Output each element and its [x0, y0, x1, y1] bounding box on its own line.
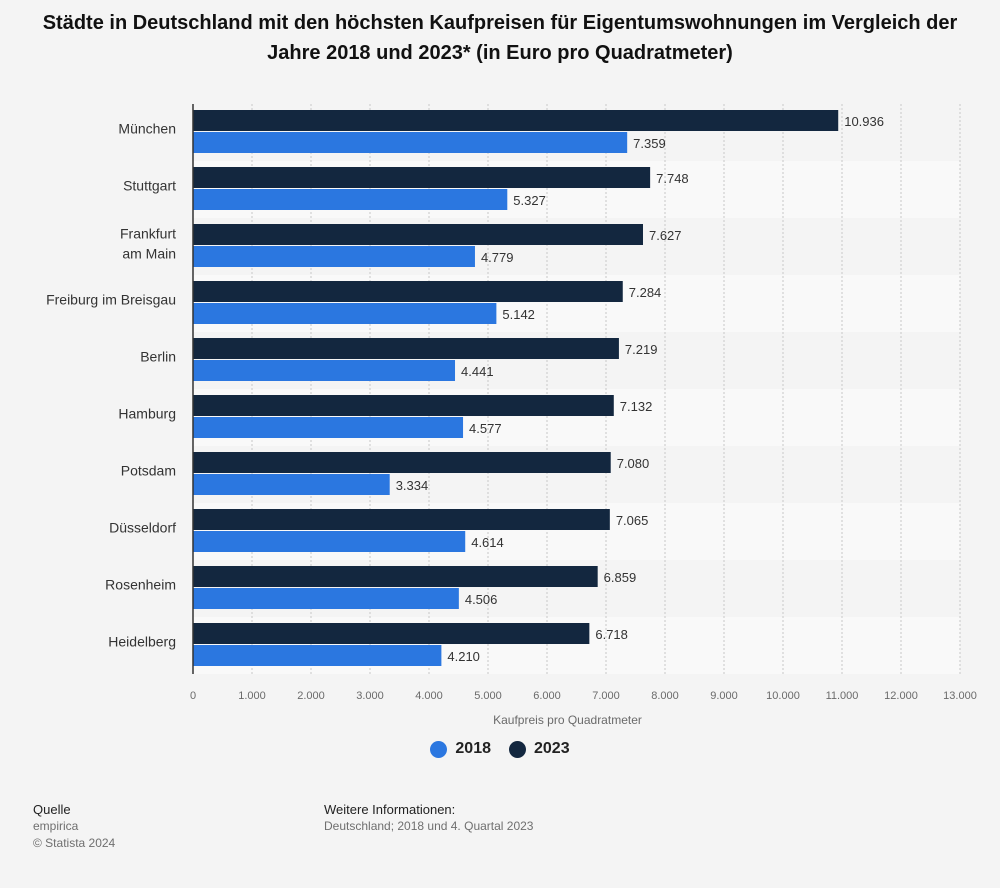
data-label-2023: 6.718	[595, 627, 628, 642]
data-label-2018: 4.506	[465, 592, 498, 607]
bar-2018	[193, 474, 390, 495]
data-label-2018: 3.334	[396, 478, 429, 493]
data-label-2023: 7.284	[629, 285, 662, 300]
legend: 2018 2023	[0, 740, 1000, 758]
category-label: Rosenheim	[105, 577, 176, 593]
data-label-2023: 7.080	[617, 456, 650, 471]
category-label: am Main	[122, 246, 176, 262]
bar-2023	[193, 509, 610, 530]
bar-2018	[193, 360, 456, 381]
category-label: Heidelberg	[108, 634, 176, 650]
bar-2023	[193, 224, 643, 245]
bar-chart: 0 1.000 2.000 3.000 4.000 5.000 6.000 7.000 8.00…	[46, 104, 977, 727]
x-tick-label: 6.000	[533, 690, 561, 702]
data-label-2023: 7.065	[616, 513, 649, 528]
category-label: Freiburg im Breisgau	[46, 292, 176, 308]
bar-2018	[193, 645, 442, 666]
x-tick-label: 3.000	[356, 690, 384, 702]
bar-2018	[193, 531, 466, 552]
source-name[interactable]: empirica	[33, 819, 79, 833]
data-label-2018: 7.359	[633, 136, 666, 151]
x-tick-label: 13.000	[943, 690, 977, 702]
bar-2023	[193, 110, 839, 131]
info-text: Deutschland; 2018 und 4. Quartal 2023	[324, 819, 534, 833]
info-block: Weitere Informationen: Deutschland; 2018…	[324, 801, 533, 835]
x-tick-label: 5.000	[474, 690, 502, 702]
source-heading: Quelle	[33, 802, 71, 817]
data-label-2023: 7.627	[649, 228, 682, 243]
x-tick-label: 11.000	[826, 690, 859, 702]
bar-2018	[193, 132, 628, 153]
x-tick-label: 2.000	[297, 690, 325, 702]
category-label: Frankfurt	[120, 226, 176, 242]
bar-2023	[193, 395, 614, 416]
category-label: Potsdam	[121, 463, 176, 479]
data-label-2018: 4.614	[471, 535, 504, 550]
source-block: Quelle empirica © Statista 2024	[33, 801, 115, 852]
category-label: München	[118, 121, 176, 137]
legend-item-2023[interactable]: 2023	[509, 740, 570, 758]
category-label: Hamburg	[118, 406, 176, 422]
data-label-2018: 4.441	[461, 364, 494, 379]
data-label-2023: 7.219	[625, 342, 658, 357]
legend-marker-2018	[430, 740, 448, 758]
bar-2023	[193, 452, 611, 473]
legend-item-2018[interactable]: 2018	[430, 740, 491, 758]
legend-label-2018: 2018	[455, 740, 491, 757]
bar-2018	[193, 189, 508, 210]
data-label-2018: 5.327	[513, 193, 546, 208]
bar-2018	[193, 588, 459, 609]
category-label: Düsseldorf	[109, 520, 176, 536]
x-tick-label: 7.000	[592, 690, 620, 702]
bar-2023	[193, 281, 623, 302]
bar-2023	[193, 566, 598, 587]
copyright: © Statista 2024	[33, 836, 116, 850]
legend-marker-2023	[509, 740, 526, 758]
x-tick-label: 0	[190, 690, 196, 702]
bar-2018	[193, 246, 475, 267]
data-label-2018: 4.779	[481, 250, 514, 265]
x-tick-label: 9.000	[710, 690, 738, 702]
data-label-2023: 10.936	[844, 114, 884, 129]
x-tick-label: 12.000	[884, 690, 918, 702]
bar-2018	[193, 417, 464, 438]
data-label-2023: 7.748	[656, 171, 689, 186]
category-label: Stuttgart	[123, 178, 176, 194]
x-tick-label: 8.000	[651, 690, 679, 702]
chart-title: Städte in Deutschland mit den höchsten K…	[42, 12, 958, 64]
bar-2018	[193, 303, 497, 324]
data-label-2018: 4.577	[469, 421, 502, 436]
legend-label-2023: 2023	[534, 740, 570, 757]
category-label: Berlin	[140, 349, 176, 365]
bar-2023	[193, 167, 651, 188]
x-axis-title: Kaufpreis pro Quadratmeter	[493, 713, 642, 727]
x-tick-label: 1.000	[238, 690, 266, 702]
data-label-2018: 5.142	[502, 307, 535, 322]
bar-2023	[193, 338, 619, 359]
x-tick-label: 4.000	[415, 690, 443, 702]
info-heading: Weitere Informationen:	[324, 802, 456, 817]
bar-2023	[193, 623, 590, 644]
data-label-2023: 6.859	[604, 570, 637, 585]
data-label-2018: 4.210	[447, 649, 480, 664]
data-label-2023: 7.132	[620, 399, 653, 414]
x-tick-label: 10.000	[766, 690, 800, 702]
